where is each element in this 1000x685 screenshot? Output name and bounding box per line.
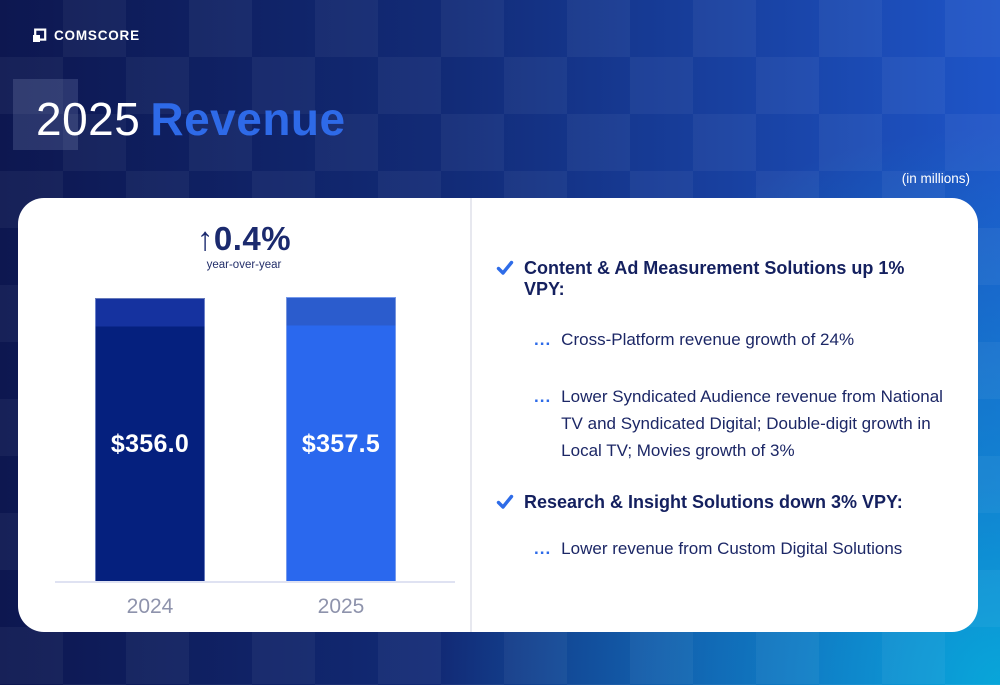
highlights-panel: Content & Ad Measurement Solutions up 1%…: [472, 198, 978, 632]
logo-text: COMSCORE: [54, 28, 140, 43]
bar-2025: $357.5: [286, 297, 396, 582]
check-icon: [496, 494, 514, 509]
bullet-sub-text: Cross-Platform revenue growth of 24%: [561, 330, 855, 349]
growth-caption: year-over-year: [206, 259, 282, 271]
title-word: Revenue: [150, 93, 346, 145]
bar-2024: $356.0: [95, 298, 205, 582]
bullet-heading-text: Research & Insight Solutions down 3% VPY…: [524, 492, 903, 512]
ellipsis-bullet-icon: ...: [534, 539, 552, 558]
up-arrow-icon: ↑: [196, 220, 214, 257]
growth-value: ↑0.4%: [18, 220, 470, 258]
title-highlight-box: [13, 79, 78, 150]
bullet-sub-text: Lower revenue from Custom Digital Soluti…: [561, 539, 903, 558]
ellipsis-bullet-icon: ...: [534, 387, 552, 406]
comscore-logo: COMSCORE: [32, 28, 140, 43]
comscore-logo-icon: [33, 28, 47, 42]
x-tick-2024: 2024: [126, 595, 174, 618]
bullet-sub-text: Lower Syndicated Audience revenue from N…: [561, 387, 943, 460]
check-icon: [496, 260, 514, 275]
bullet-sub-custom-digital: ... Lower revenue from Custom Digital So…: [534, 535, 944, 562]
content-card: ↑0.4% year-over-year $356.0 $357.5 2024 …: [18, 198, 978, 632]
page-title: 2025 Revenue: [36, 92, 346, 146]
bar-2025-value-label: $357.5: [301, 430, 381, 458]
bar-2024-value-label: $356.0: [110, 430, 190, 458]
ellipsis-bullet-icon: ...: [534, 330, 552, 349]
bullet-sub-cross-platform: ... Cross-Platform revenue growth of 24%: [534, 326, 944, 353]
units-note: (in millions): [901, 171, 970, 186]
bullet-heading-text: Content & Ad Measurement Solutions up 1%…: [524, 258, 905, 299]
revenue-bar-chart: ↑0.4% year-over-year $356.0 $357.5 2024 …: [18, 198, 470, 632]
x-axis-baseline: [55, 581, 455, 583]
bullet-heading-content-ad: Content & Ad Measurement Solutions up 1%…: [496, 258, 944, 300]
bullet-sub-syndicated: ... Lower Syndicated Audience revenue fr…: [534, 383, 944, 464]
x-tick-2025: 2025: [317, 595, 365, 618]
bullet-heading-research: Research & Insight Solutions down 3% VPY…: [496, 492, 944, 513]
growth-percent: 0.4%: [213, 220, 292, 257]
title-year: 2025: [36, 93, 141, 145]
panel-divider: [470, 198, 472, 632]
growth-indicator: ↑0.4% year-over-year: [18, 220, 470, 271]
